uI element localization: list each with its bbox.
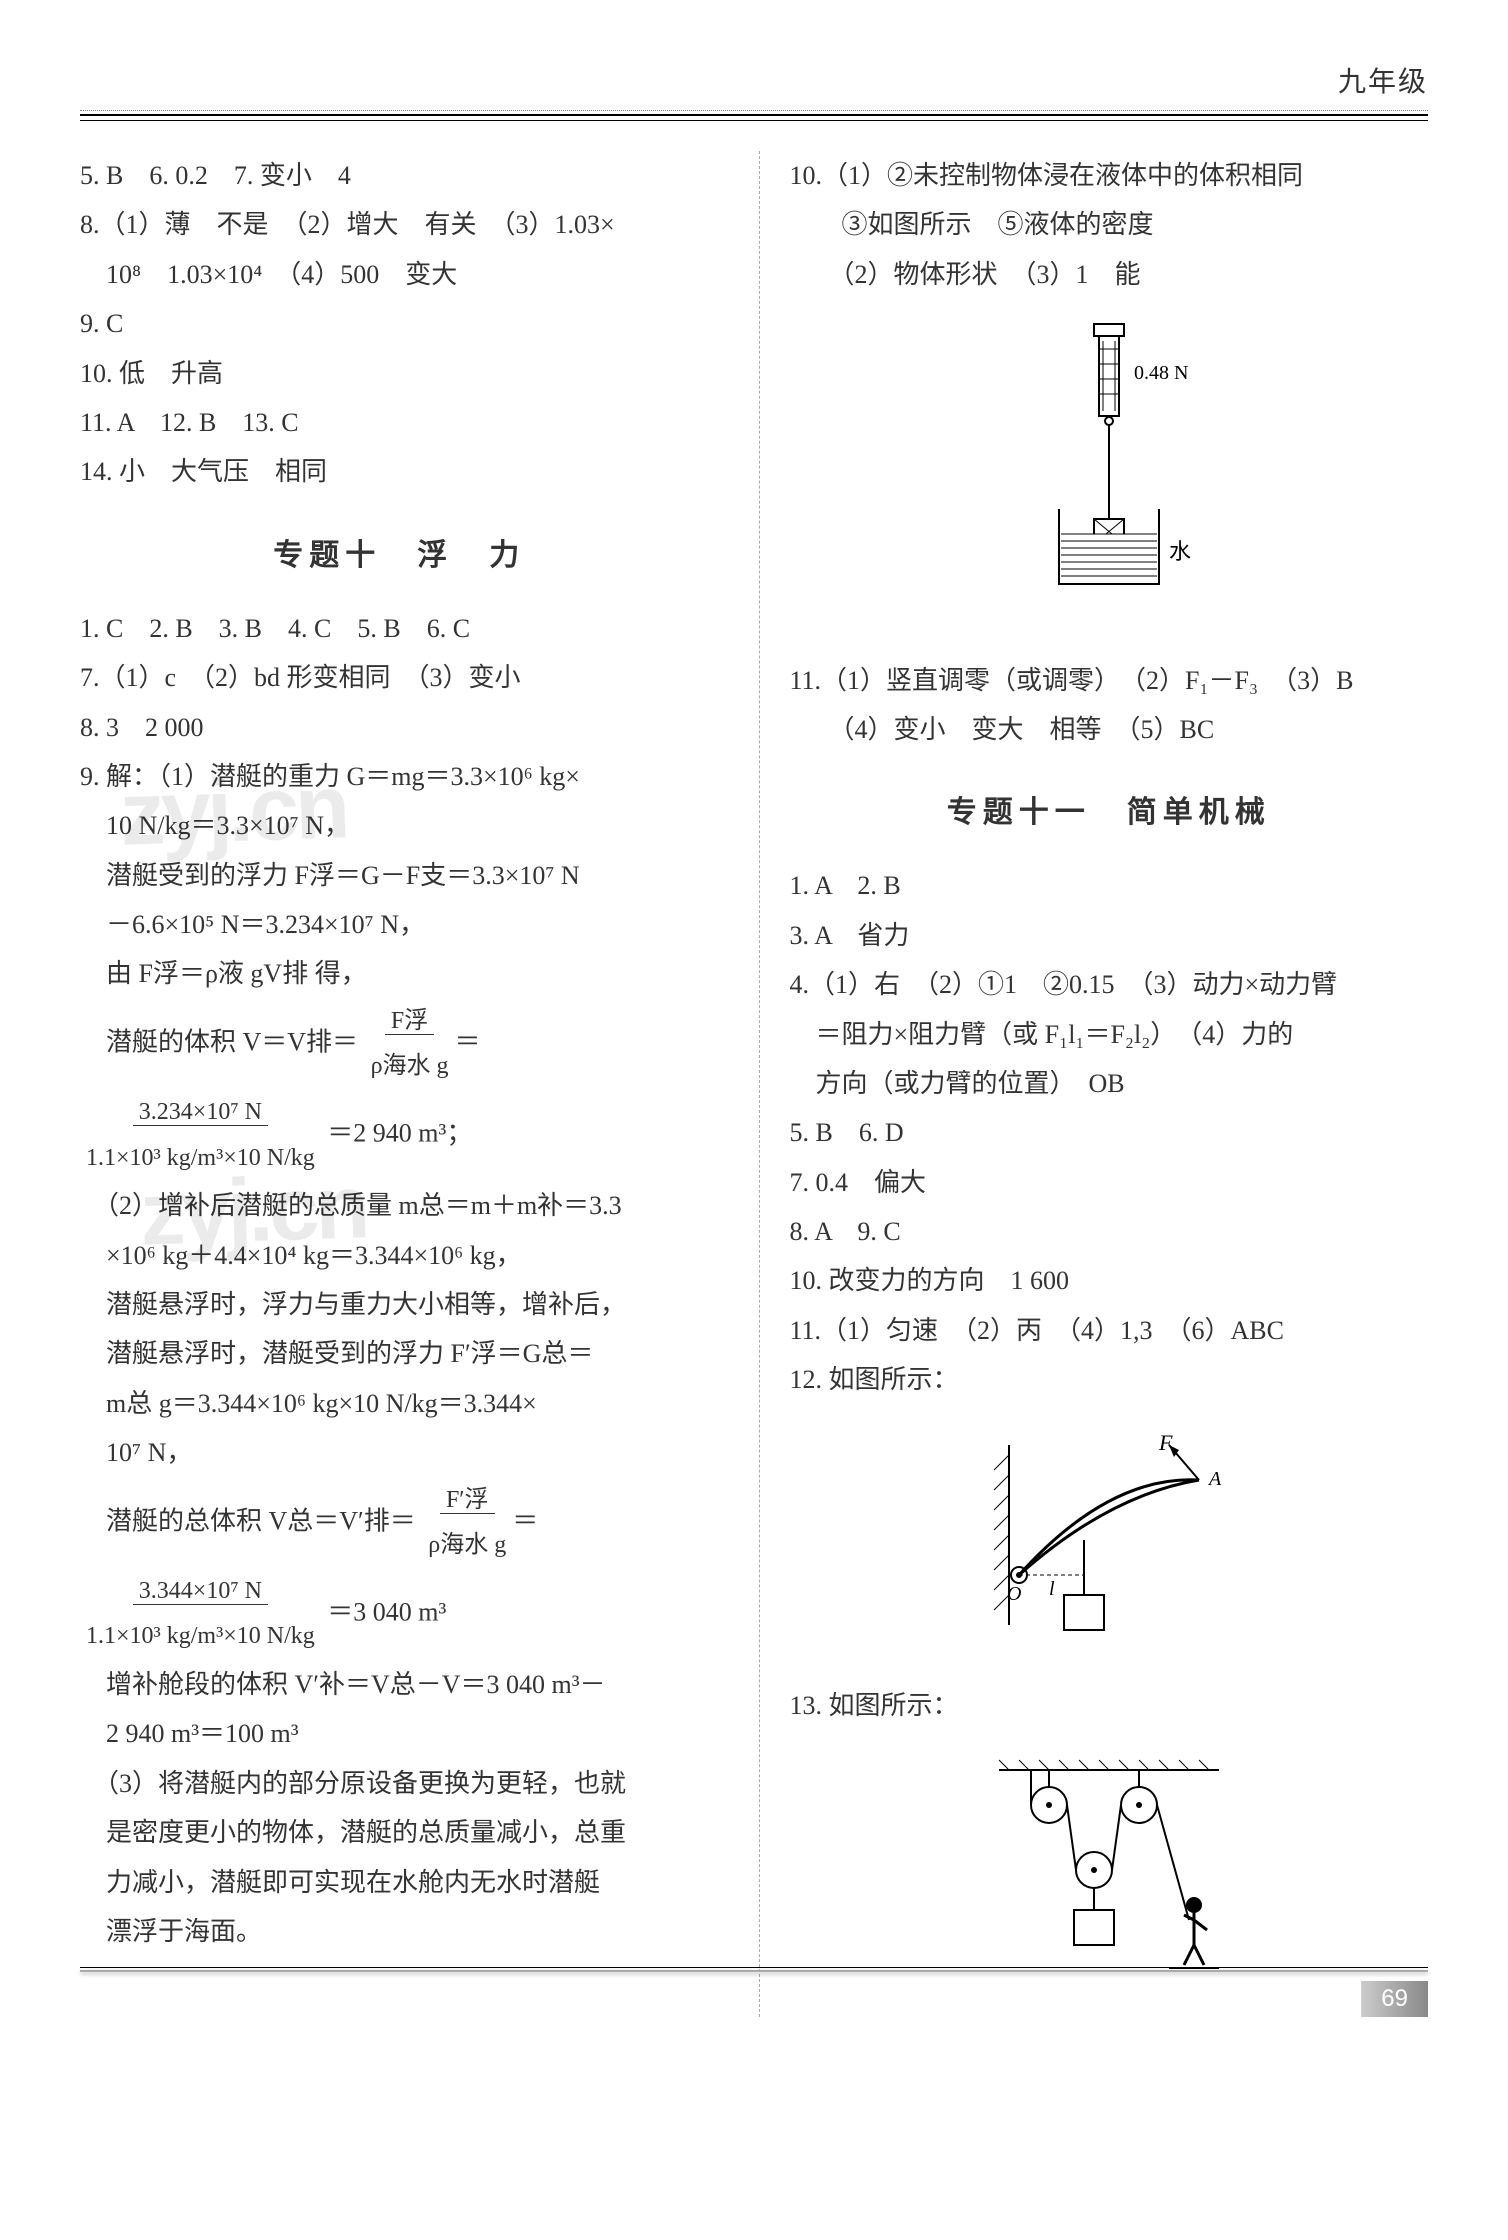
answer-line: 8. 3 2 000 [80, 703, 719, 752]
right-column: 10.（1）②未控制物体浸在液体中的体积相同 ③如图所示 ⑤液体的密度 （2）物… [759, 151, 1429, 2017]
answer-line: 11.（1）竖直调零（或调零） （2）F₁－F₃ （3）B [790, 656, 1429, 705]
answer-line: 9. C [80, 299, 719, 348]
answer-line: 11. A 12. B 13. C [80, 398, 719, 447]
answer-line: 8.（1）薄 不是 （2）增大 有关 （3）1.03× [80, 200, 719, 249]
solution-line: 增补舱段的体积 V′补＝V总－V＝3 040 m³－ [80, 1660, 719, 1709]
solution-line: 9. 解：（1）潜艇的重力 G＝mg＝3.3×10⁶ kg× [80, 752, 719, 801]
section-title-10: 专题十 浮 力 [80, 527, 719, 584]
answer-line: 1. C 2. B 3. B 4. C 5. B 6. C [80, 604, 719, 653]
svg-text:O: O [1007, 1583, 1021, 1605]
force-label: 0.48 N [1134, 362, 1188, 384]
solution-line: 潜艇悬浮时，潜艇受到的浮力 F′浮＝G总＝ [80, 1329, 719, 1378]
solution-line: 10 N/kg＝3.3×10⁷ N， [80, 801, 719, 850]
footer-rule [80, 1967, 1428, 1977]
solution-line: 10⁷ N， [80, 1428, 719, 1477]
solution-line: 3.234×10⁷ N 1.1×10³ kg/m³×10 N/kg ＝2 940… [80, 1090, 719, 1181]
text: ＝2 940 m³； [327, 1119, 472, 1148]
solution-line: 力减小，潜艇即可实现在水舱内无水时潜艇 [80, 1858, 719, 1907]
answer-line: 7. 0.4 偏大 [790, 1158, 1429, 1207]
section-title-11: 专题十一 简单机械 [790, 784, 1429, 841]
figure-lever: F A O l [790, 1425, 1429, 1661]
denominator: 1.1×10³ kg/m³×10 N/kg [80, 1623, 321, 1649]
figure-spring-balance: 0.48 N 水 [790, 319, 1429, 635]
answer-line: 8. A 9. C [790, 1207, 1429, 1256]
page-header: 九年级 [80, 60, 1428, 100]
solution-line: m总 g＝3.344×10⁶ kg×10 N/kg＝3.344× [80, 1379, 719, 1428]
answer-line: 12. 如图所示： [790, 1355, 1429, 1404]
fraction: 3.234×10⁷ N 1.1×10³ kg/m³×10 N/kg [80, 1090, 321, 1181]
answer-line: ＝阻力×阻力臂（或 F₁l₁＝F₂l₂） （4）力的 [790, 1010, 1429, 1059]
solution-line: 潜艇悬浮时，浮力与重力大小相等，增补后， [80, 1280, 719, 1329]
svg-text:A: A [1207, 1468, 1222, 1490]
solution-line: （2）增补后潜艇的总质量 m总＝m＋m补＝3.3 [80, 1181, 719, 1230]
left-column: 5. B 6. 0.2 7. 变小 4 8.（1）薄 不是 （2）增大 有关 （… [80, 151, 719, 2017]
numerator: F′浮 [440, 1487, 495, 1514]
fraction: 3.344×10⁷ N 1.1×10³ kg/m³×10 N/kg [80, 1569, 321, 1660]
fraction: F浮 ρ海水 g [365, 999, 455, 1090]
fraction: F′浮 ρ海水 g [422, 1478, 512, 1569]
answer-line: 1. A 2. B [790, 861, 1429, 910]
page-number: 69 [1361, 1981, 1428, 2017]
answer-line: 5. B 6. 0.2 7. 变小 4 [80, 151, 719, 200]
grade-label: 九年级 [1338, 67, 1428, 98]
answer-line: 11.（1）匀速 （2）丙 （4）1,3 （6）ABC [790, 1306, 1429, 1355]
answer-line: ③如图所示 ⑤液体的密度 [790, 200, 1429, 249]
answer-line: 10⁸ 1.03×10⁴ （4）500 变大 [80, 250, 719, 299]
answer-line: 3. A 省力 [790, 911, 1429, 960]
solution-line: 3.344×10⁷ N 1.1×10³ kg/m³×10 N/kg ＝3 040… [80, 1569, 719, 1660]
answer-line: 10.（1）②未控制物体浸在液体中的体积相同 [790, 151, 1429, 200]
denominator: ρ海水 g [422, 1532, 512, 1558]
solution-line: 由 F浮＝ρ液 gV排 得， [80, 949, 719, 998]
answer-line: 7.（1）c （2）bd 形变相同 （3）变小 [80, 653, 719, 702]
numerator: 3.234×10⁷ N [133, 1099, 268, 1126]
text: 潜艇的总体积 V总＝V′排＝ [80, 1506, 416, 1535]
answer-line: 10. 改变力的方向 1 600 [790, 1256, 1429, 1305]
denominator: 1.1×10³ kg/m³×10 N/kg [80, 1145, 321, 1171]
svg-text:F: F [1158, 1430, 1173, 1455]
answer-line: 14. 小 大气压 相同 [80, 447, 719, 496]
solution-line: 潜艇的总体积 V总＝V′排＝ F′浮 ρ海水 g ＝ [80, 1478, 719, 1569]
solution-line: 2 940 m³＝100 m³ [80, 1709, 719, 1758]
water-label: 水 [1169, 539, 1191, 564]
answer-line: 4.（1）右 （2）①1 ②0.15 （3）动力×动力臂 [790, 960, 1429, 1009]
solution-line: －6.6×10⁵ N＝3.234×10⁷ N， [80, 900, 719, 949]
denominator: ρ海水 g [365, 1053, 455, 1079]
answer-line: 方向（或力臂的位置） OB [790, 1059, 1429, 1108]
answer-line: （2）物体形状 （3）1 能 [790, 250, 1429, 299]
solution-line: ×10⁶ kg＋4.4×10⁴ kg＝3.344×10⁶ kg， [80, 1231, 719, 1280]
numerator: 3.344×10⁷ N [133, 1578, 268, 1605]
answer-line: 10. 低 升高 [80, 349, 719, 398]
answer-line: （4）变小 变大 相等 （5）BC [790, 705, 1429, 754]
solution-line: （3）将潜艇内的部分原设备更换为更轻，也就 [80, 1759, 719, 1808]
answer-line: 13. 如图所示： [790, 1681, 1429, 1730]
header-rule-1 [80, 110, 1428, 116]
answer-line: 5. B 6. D [790, 1108, 1429, 1157]
text: 潜艇的体积 V＝V排＝ [80, 1027, 358, 1056]
text: ＝3 040 m³ [327, 1597, 446, 1626]
solution-line: 潜艇受到的浮力 F浮＝G－F支＝3.3×10⁷ N [80, 851, 719, 900]
svg-text:l: l [1049, 1578, 1055, 1600]
solution-line: 漂浮于海面。 [80, 1907, 719, 1956]
figure-pulley [790, 1750, 1429, 1996]
header-rule-2 [80, 120, 1428, 121]
numerator: F浮 [385, 1008, 434, 1035]
solution-line: 是密度更小的物体，潜艇的总质量减小，总重 [80, 1808, 719, 1857]
solution-line: 潜艇的体积 V＝V排＝ F浮 ρ海水 g ＝ [80, 999, 719, 1090]
